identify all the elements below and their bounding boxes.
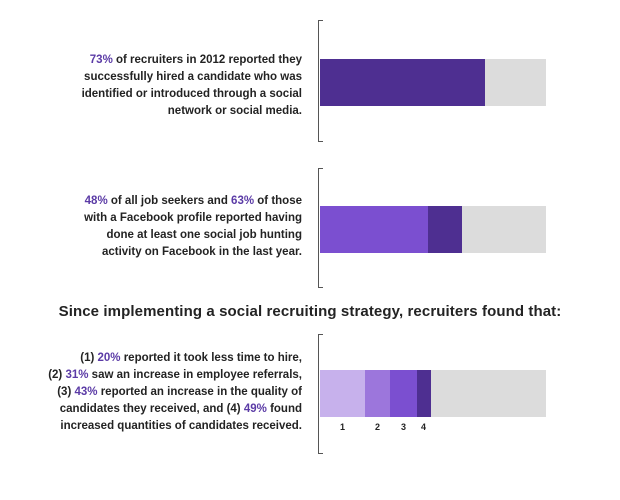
stat-block-3-percent-2: 31% — [65, 369, 89, 381]
stat-block-3-percent-3: 43% — [74, 386, 98, 398]
stat-block-1-line-1-text: of recruiters in 2012 reported they — [112, 54, 302, 66]
bracket-tick — [318, 20, 323, 21]
stat-block-3-percent-4: 49% — [243, 403, 267, 415]
stat-block-1-line-4: network or social media. — [167, 105, 302, 117]
stat-block-3-line-1-prefix: (1) — [80, 352, 98, 364]
stat-block-3-line-3: (3) 43% reported an increase in the qual… — [8, 384, 302, 401]
bar-segment-1 — [320, 59, 485, 106]
bracket-tick — [318, 334, 323, 335]
stat-block-2-percent-1: 48% — [84, 195, 108, 207]
stat-block-3-line-5: increased quantities of candidates recei… — [60, 420, 302, 432]
bar-segment-2 — [320, 206, 428, 253]
bar-chart-2 — [320, 206, 546, 253]
segment-label-2: 2 — [375, 422, 381, 432]
stat-block-3-line-2-prefix: (2) — [48, 369, 66, 381]
stat-block-3-line-3-text: reported an increase in the quality of — [97, 386, 302, 398]
stat-block-3-line-3-prefix: (3) — [57, 386, 75, 398]
stat-block-2-percent-2: 63% — [231, 195, 255, 207]
stat-block-3-line-1: (1) 20% reported it took less time to hi… — [8, 350, 302, 367]
bracket-divider-1 — [318, 20, 323, 142]
stat-block-1-line-1: 73% of recruiters in 2012 reported they — [40, 52, 302, 69]
stat-block-1-text: 73% of recruiters in 2012 reported they … — [40, 52, 302, 120]
segment-label-3: 3 — [401, 422, 407, 432]
bracket-tick — [318, 141, 323, 142]
stat-block-3-line-4-text: candidates they received, and (4) — [59, 403, 244, 415]
stat-block-2-line-2: with a Facebook profile reported having — [84, 212, 302, 224]
stat-block-2-line-1-mid: of all job seekers and — [107, 195, 232, 207]
bracket-tick — [318, 168, 323, 169]
bar-chart-3-segment-labels: 1 2 3 4 — [320, 422, 546, 436]
stat-block-3-line-1-text: reported it took less time to hire, — [120, 352, 302, 364]
section-heading: Since implementing a social recruiting s… — [58, 303, 562, 320]
stat-block-3-line-4-rest: found — [266, 403, 302, 415]
stat-block-2-text: 48% of all job seekers and 63% of those … — [40, 193, 302, 261]
stat-block-2-line-4: activity on Facebook in the last year. — [101, 246, 302, 258]
stat-block-1-line-2: successfully hired a candidate who was — [84, 71, 302, 83]
stat-block-1-line-3: identified or introduced through a socia… — [81, 88, 302, 100]
bar-chart-3 — [320, 370, 546, 417]
stat-block-3-line-4: candidates they received, and (4) 49% fo… — [8, 401, 302, 418]
stat-block-1-percent: 73% — [89, 54, 113, 66]
stat-block-2-line-1-rest: of those — [254, 195, 302, 207]
bracket-divider-2 — [318, 168, 323, 288]
bracket-divider-3 — [318, 334, 323, 454]
segment-label-4: 4 — [421, 422, 427, 432]
stat-block-3-line-2-text: saw an increase in employee referrals, — [88, 369, 302, 381]
stat-block-2-line-3: done at least one social job hunting — [106, 229, 302, 241]
stat-block-3-percent-1: 20% — [97, 352, 121, 364]
segment-label-1: 1 — [340, 422, 346, 432]
bar-chart-1 — [320, 59, 546, 106]
stat-block-2-line-1: 48% of all job seekers and 63% of those — [40, 193, 302, 210]
stat-block-3-text: (1) 20% reported it took less time to hi… — [8, 350, 302, 435]
bracket-tick — [318, 287, 323, 288]
stat-block-3-line-2: (2) 31% saw an increase in employee refe… — [8, 367, 302, 384]
bar-segment-1 — [320, 370, 365, 417]
bracket-tick — [318, 453, 323, 454]
